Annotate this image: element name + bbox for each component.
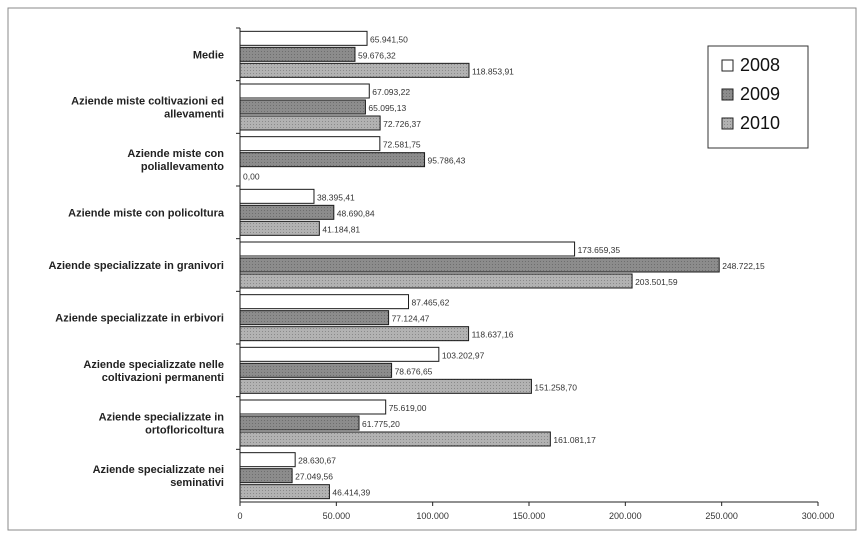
bar-2008 [239, 452, 296, 468]
data-label: 72.581,75 [383, 140, 421, 150]
bar-2010 [239, 484, 330, 500]
category-label: Medie [193, 49, 224, 61]
data-label: 248.722,15 [722, 261, 765, 271]
bar-2010 [239, 220, 320, 236]
data-label: 173.659,35 [578, 245, 621, 255]
data-label: 38.395,41 [317, 192, 355, 202]
bar-2009 [239, 468, 293, 484]
category-label: Aziende specializzate in erbivori [55, 313, 224, 325]
category-label: ortofloricoltura [145, 425, 225, 437]
bar-2008 [239, 83, 370, 99]
data-label: 161.081,17 [553, 435, 596, 445]
bar-2008 [239, 241, 576, 257]
x-tick-label: 100.000 [416, 511, 449, 521]
bar-2010 [239, 378, 532, 394]
data-label: 118.853,91 [472, 66, 514, 76]
bar-2009 [239, 257, 720, 273]
bar-2009 [239, 204, 335, 220]
data-label: 77.124,47 [392, 314, 430, 324]
category-label: Aziende specializzate in [99, 412, 225, 424]
bar-2010 [239, 62, 470, 78]
data-label: 27.049,56 [295, 472, 333, 482]
bar-2010 [239, 431, 551, 447]
bar-2008 [239, 399, 387, 415]
category-label: coltivazioni permanenti [102, 372, 224, 384]
data-label: 28.630,67 [298, 456, 336, 466]
legend-swatch-2008 [721, 59, 734, 72]
legend-label: 2008 [740, 55, 780, 75]
bar-2008 [239, 294, 410, 310]
bar-2009 [239, 99, 366, 115]
category-label: seminativi [170, 477, 224, 489]
data-label: 61.775,20 [362, 419, 400, 429]
bar-2010 [239, 326, 470, 342]
bar-2009 [239, 310, 390, 326]
category-label: poliallevamento [141, 161, 224, 173]
data-label: 151.258,70 [534, 382, 577, 392]
bar-2009 [239, 46, 356, 62]
bar-2009 [239, 152, 426, 168]
bar-2008 [239, 188, 315, 204]
data-label: 59.676,32 [358, 50, 396, 60]
legend-swatch-2009 [721, 88, 734, 101]
data-label: 65.095,13 [368, 103, 406, 113]
data-label: 95.786,43 [428, 156, 466, 166]
data-label: 46.414,39 [332, 488, 370, 498]
x-tick-label: 50.000 [323, 511, 351, 521]
x-tick-label: 250.000 [705, 511, 738, 521]
bar-2008 [239, 30, 368, 46]
category-label: Aziende specializzate nelle [83, 359, 224, 371]
data-label: 41.184,81 [322, 224, 360, 234]
data-label: 67.093,22 [372, 87, 410, 97]
bar-2008 [239, 346, 440, 362]
category-label: Aziende specializzate in granivori [49, 260, 224, 272]
bar-2010 [239, 273, 633, 289]
x-tick-label: 200.000 [609, 511, 642, 521]
data-label: 75.619,00 [389, 403, 427, 413]
x-tick-label: 150.000 [513, 511, 546, 521]
bar-2009 [239, 415, 360, 431]
category-label: Aziende miste con [127, 148, 224, 160]
legend-label: 2009 [740, 84, 780, 104]
bar-2010 [239, 115, 381, 131]
category-label: allevamenti [164, 109, 224, 121]
data-label: 65.941,50 [370, 34, 408, 44]
data-label: 78.676,65 [395, 366, 433, 376]
legend-swatch-2010 [721, 117, 734, 130]
x-tick-label: 300.000 [802, 511, 835, 521]
category-label: Aziende specializzate nei [93, 464, 224, 476]
data-label: 203.501,59 [635, 277, 678, 287]
category-label: Aziende miste con policoltura [68, 207, 225, 219]
category-label: Aziende miste coltivazioni ed [71, 96, 224, 108]
data-label: 0,00 [243, 172, 260, 182]
bar-2009 [239, 362, 393, 378]
x-tick-label: 0 [237, 511, 242, 521]
legend-label: 2010 [740, 113, 780, 133]
data-label: 87.465,62 [412, 298, 450, 308]
data-label: 103.202,97 [442, 350, 485, 360]
data-label: 118.637,16 [472, 330, 514, 340]
bar-2008 [239, 136, 381, 152]
data-label: 72.726,37 [383, 119, 421, 129]
data-label: 48.690,84 [337, 208, 375, 218]
